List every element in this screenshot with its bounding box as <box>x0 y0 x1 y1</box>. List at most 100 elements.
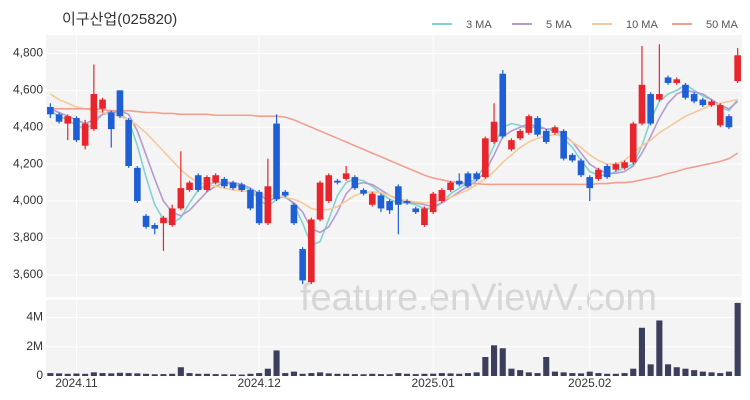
candle-body <box>455 180 463 185</box>
candle-body <box>647 94 654 124</box>
volume-bar <box>647 364 654 376</box>
volume-bar <box>665 364 672 376</box>
candle-body <box>586 177 594 189</box>
volume-bar <box>230 374 237 376</box>
candle-body <box>264 186 272 224</box>
candle-body <box>664 77 672 83</box>
volume-bar <box>412 374 419 376</box>
volume-bar <box>169 373 176 376</box>
volume-bar <box>125 373 132 376</box>
volume-bar <box>47 373 54 376</box>
candle-body <box>107 112 115 130</box>
candle-body <box>221 178 228 187</box>
volume-bar <box>734 302 741 376</box>
candle-body <box>525 116 533 133</box>
volume-bar <box>360 374 367 376</box>
volume-bar <box>525 372 532 376</box>
candle-body <box>716 105 724 126</box>
volume-bar <box>578 373 585 376</box>
volume-bar <box>395 373 402 376</box>
volume-bar <box>299 373 306 376</box>
y-tick-label: 4,200 <box>13 156 43 170</box>
candle-body <box>142 215 150 227</box>
legend-label: 10 MA <box>626 19 658 31</box>
volume-bar <box>691 370 698 376</box>
y-tick-label: 4,000 <box>13 193 43 207</box>
volume-bar <box>551 371 558 376</box>
candle-body <box>734 55 741 82</box>
candle-body <box>560 130 567 159</box>
volume-bar <box>386 374 393 376</box>
candle-body <box>447 182 454 190</box>
chart-title: 이구산업(025820) <box>62 11 177 28</box>
volume-bar <box>473 372 480 376</box>
candle-body <box>55 114 63 122</box>
candle-body <box>386 201 393 211</box>
volume-bar <box>351 374 358 376</box>
candle-body <box>255 191 263 224</box>
candle-body <box>673 79 681 83</box>
volume-bar <box>90 372 97 376</box>
candle-body <box>377 195 385 209</box>
candle-body <box>621 162 628 168</box>
candle-body <box>99 99 106 109</box>
x-tick-label: 2024.12 <box>237 376 281 390</box>
candle-body <box>569 154 576 161</box>
candle-body <box>90 94 98 130</box>
candle-body <box>194 175 202 190</box>
volume-bar <box>273 350 280 376</box>
volume-bar <box>621 373 628 376</box>
volume-bar <box>491 345 498 376</box>
candle-body <box>403 201 411 203</box>
volume-bar <box>256 373 263 376</box>
volume-bar <box>517 370 524 376</box>
volume-bar <box>682 368 689 376</box>
candle-body <box>151 225 159 229</box>
volume-bar <box>325 373 332 376</box>
volume-bar <box>377 374 384 376</box>
volume-bar <box>343 373 350 376</box>
candle-body <box>629 123 637 163</box>
candle-body <box>351 177 359 189</box>
volume-bar <box>456 373 463 376</box>
candle-body <box>708 101 715 106</box>
candle-body <box>81 123 89 146</box>
candle-body <box>725 116 733 128</box>
volume-tick-label: 4M <box>26 310 43 324</box>
candle-body <box>473 173 480 179</box>
candle-body <box>290 204 298 224</box>
volume-bar <box>630 368 637 376</box>
volume-bar <box>186 373 193 376</box>
volume-bar <box>160 374 167 376</box>
candle-body <box>699 99 707 106</box>
volume-bar <box>99 373 106 376</box>
candle-body <box>116 90 124 117</box>
volume-bar <box>725 371 732 376</box>
volume-bar <box>534 373 541 376</box>
candle-body <box>247 189 254 209</box>
candle-body <box>682 84 689 98</box>
volume-bar <box>482 357 489 376</box>
volume-bar <box>134 373 141 376</box>
volume-bar <box>673 367 680 376</box>
volume-bar <box>708 372 715 376</box>
candle-body <box>334 180 341 183</box>
y-tick-label: 4,600 <box>13 83 43 97</box>
volume-bar <box>404 373 411 376</box>
y-tick-label: 3,600 <box>13 267 43 281</box>
candle-body <box>516 130 524 139</box>
volume-tick-label: 0 <box>36 368 43 382</box>
volume-bar <box>447 373 454 376</box>
volume-bar <box>595 373 602 376</box>
volume-tick-label: 2M <box>26 339 43 353</box>
candle-body <box>73 118 80 141</box>
legend-label: 5 MA <box>546 19 572 31</box>
candle-body <box>542 130 550 143</box>
volume-bar <box>430 373 437 376</box>
candle-body <box>464 173 472 187</box>
candle-body <box>490 121 498 143</box>
candle-body <box>395 186 402 205</box>
candle-body <box>482 138 489 178</box>
volume-bar <box>508 368 515 376</box>
